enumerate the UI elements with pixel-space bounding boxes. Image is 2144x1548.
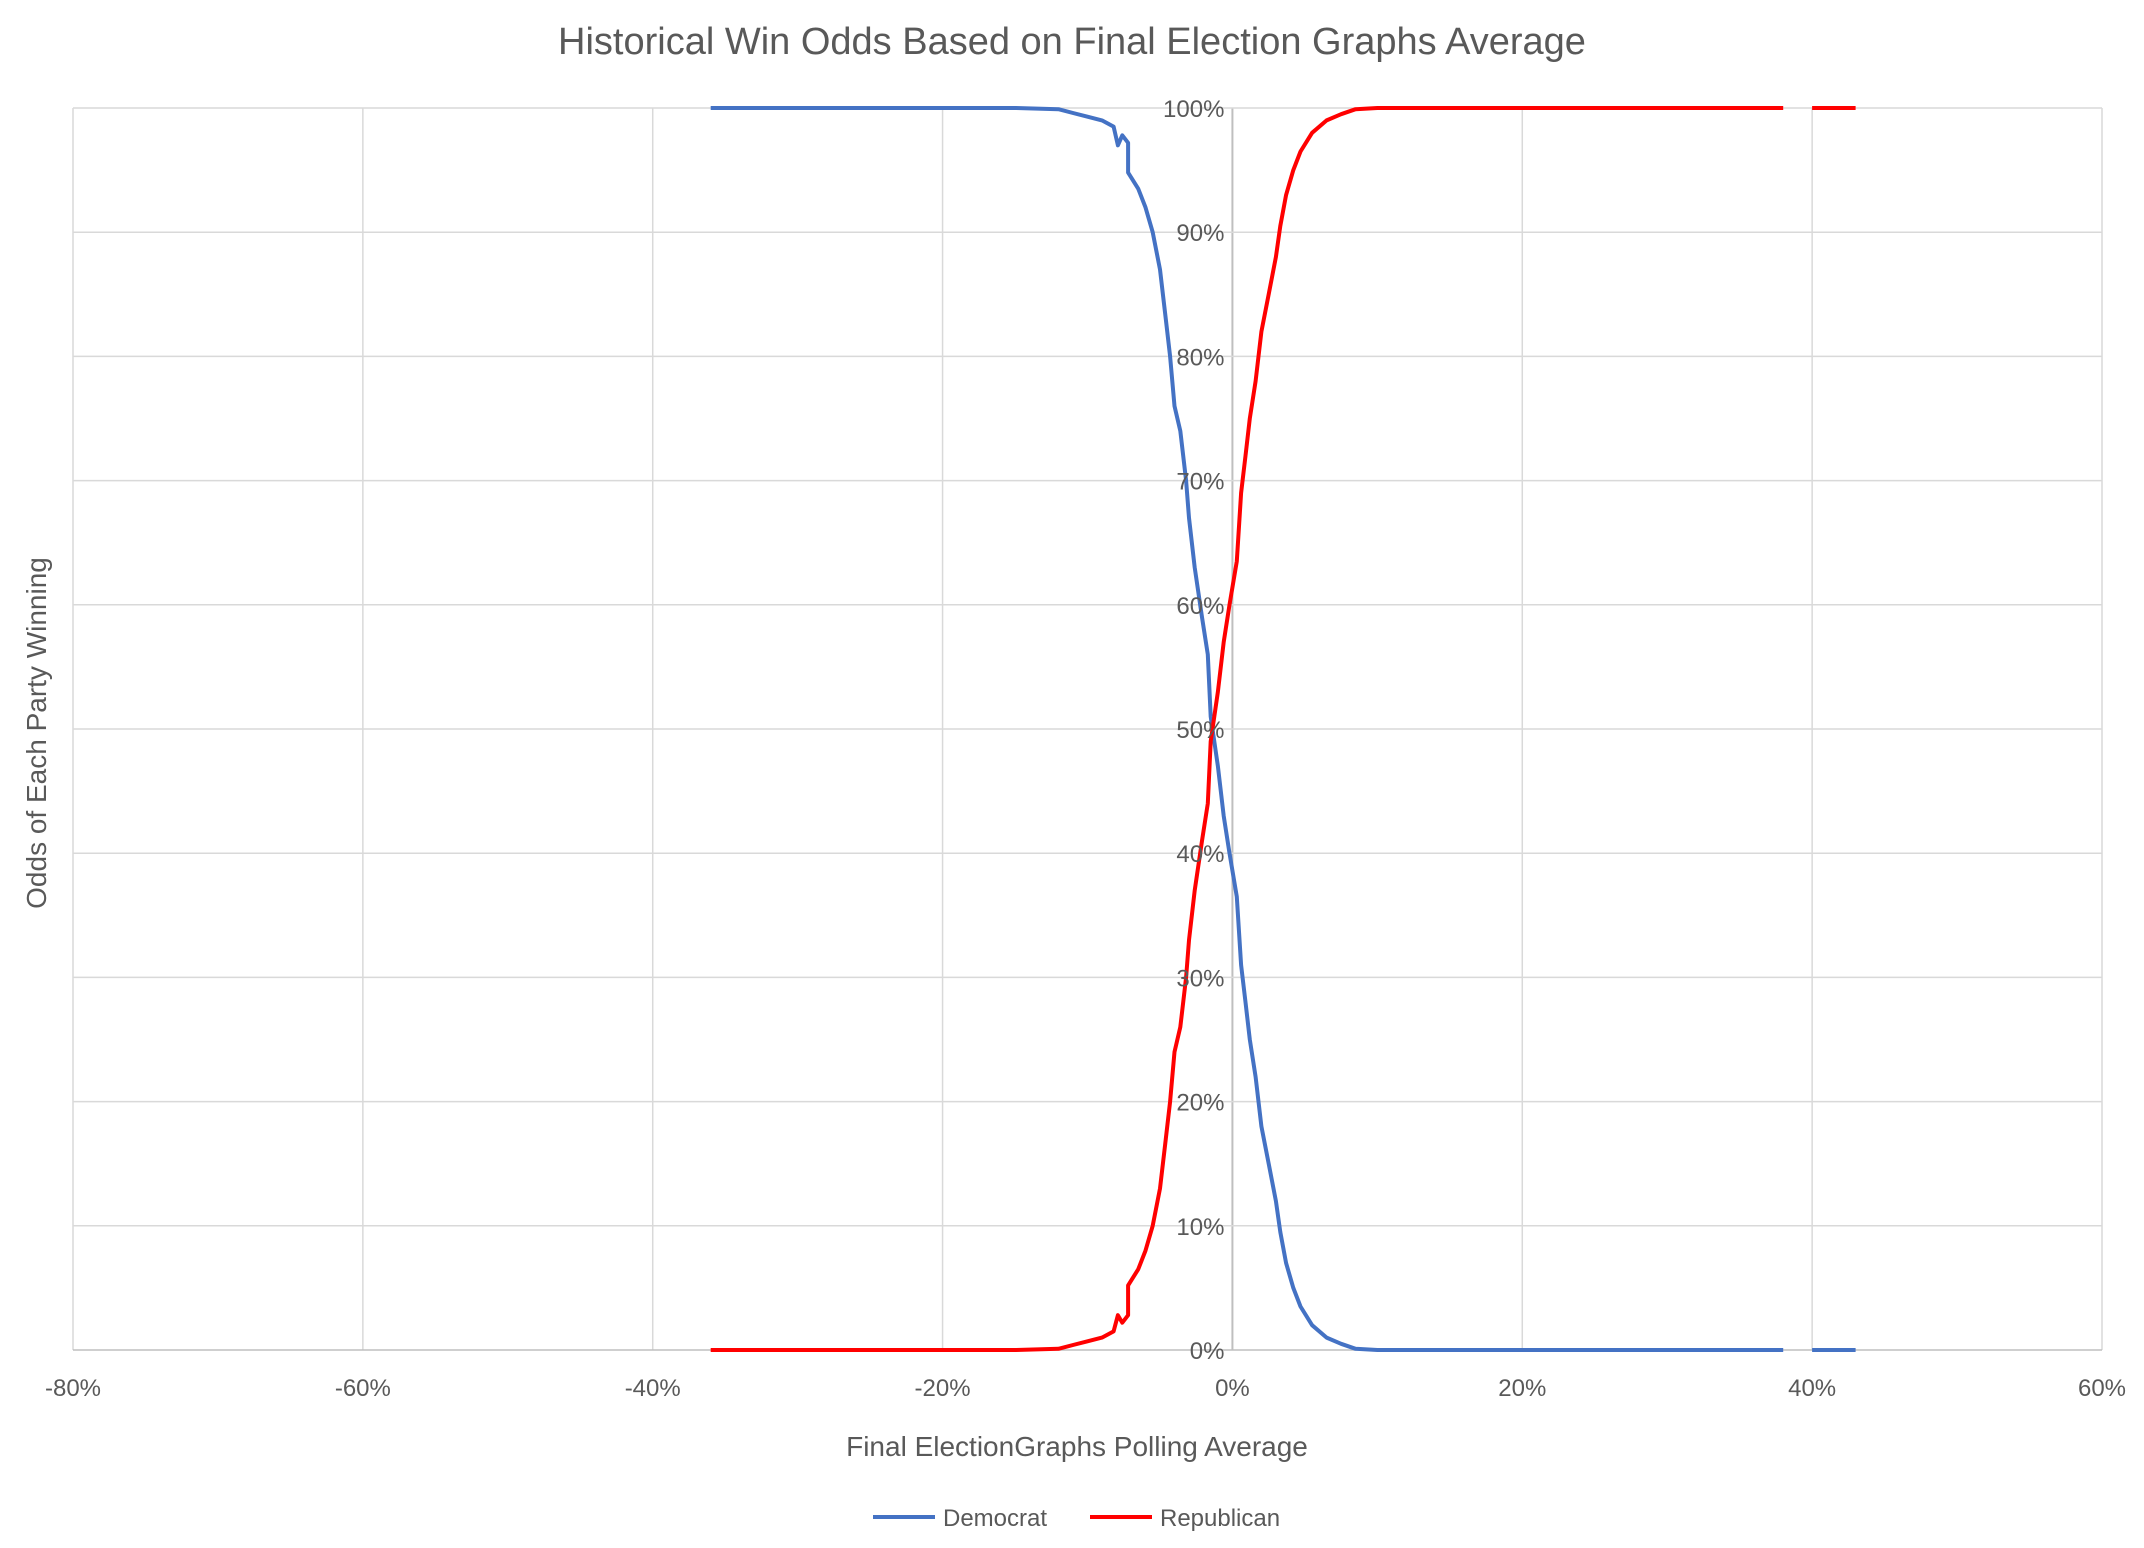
x-tick-label: 0% [1215,1375,1250,1402]
y-tick-label: 90% [1176,220,1224,247]
y-tick-label: 100% [1163,96,1224,123]
legend: Democrat Republican [873,1505,1280,1532]
y-tick-label: 80% [1176,344,1224,371]
x-axis-ticks: -80% -60% -40% -20% 0% 20% 40% 60% [45,1375,2126,1402]
chart-title: Historical Win Odds Based on Final Elect… [558,21,1586,63]
y-tick-label: 10% [1176,1214,1224,1241]
democrat-legend-label: Democrat [943,1505,1047,1532]
y-tick-label: 60% [1176,593,1224,620]
y-tick-label: 40% [1176,841,1224,868]
x-axis-label: Final ElectionGraphs Polling Average [846,1431,1308,1462]
y-axis-label: Odds of Each Party Winning [21,557,52,909]
x-tick-label: -60% [335,1375,391,1402]
x-tick-label: 40% [1788,1375,1836,1402]
x-tick-label: -40% [625,1375,681,1402]
x-tick-label: -20% [915,1375,971,1402]
series-layer [710,106,1856,1352]
y-tick-label: 0% [1190,1338,1225,1365]
republican-series-line [710,106,1784,1352]
y-axis-ticks: 0% 10% 20% 30% 40% 50% 60% 70% 80% 90% 100% [1163,96,1224,1365]
y-tick-label: 50% [1176,717,1224,744]
republican-legend-label: Republican [1160,1505,1280,1532]
x-tick-label: -80% [45,1375,101,1402]
x-tick-label: 60% [2078,1375,2126,1402]
y-tick-label: 20% [1176,1090,1224,1117]
y-tick-label: 30% [1176,965,1224,992]
grid [72,107,2103,1351]
x-tick-label: 20% [1498,1375,1546,1402]
democrat-series-line [710,106,1784,1352]
y-tick-label: 70% [1176,469,1224,496]
